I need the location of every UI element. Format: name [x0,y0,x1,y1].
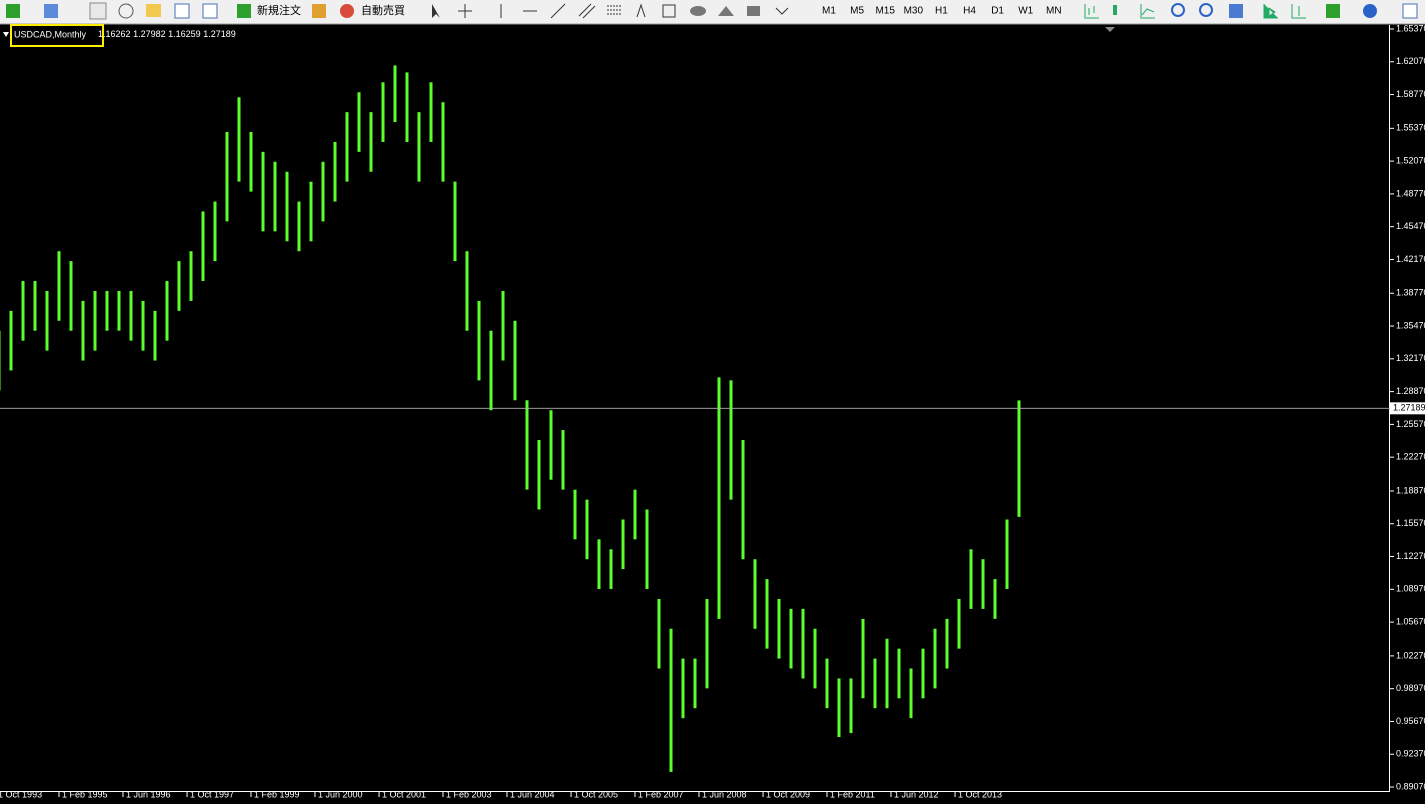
periods-button[interactable] [1363,4,1377,18]
line-chart-button[interactable] [1140,4,1155,19]
tester-button[interactable] [202,3,218,19]
y-tick-label: 1.05670 [1396,616,1425,626]
y-tick-label: 1.58770 [1396,89,1425,99]
navigator-button[interactable] [146,4,161,17]
fibonacci-tool[interactable] [607,5,621,15]
x-tick-label: 1 Feb 2003 [446,789,492,799]
crosshair-tool[interactable] [458,4,472,18]
current-price-label: 1.27189 [1393,403,1425,413]
label-tool[interactable] [662,4,676,18]
y-tick-label: 0.89070 [1396,781,1425,791]
timeframe-button[interactable]: M5 [850,6,864,17]
cursor-tool[interactable] [432,4,440,18]
ohlc-close: 1.27189 [203,29,236,39]
x-tick-label: 1 Oct 2009 [766,789,810,799]
text-tool[interactable] [636,3,646,18]
y-tick-label: 1.25570 [1396,419,1425,429]
current-price-box [1390,402,1425,415]
tile-windows-button[interactable] [1229,4,1243,18]
y-tick-label: 1.65370 [1396,23,1425,33]
ohlc-open: 1.16262 [98,29,131,39]
ellipse-tool[interactable] [690,6,706,16]
ohlc-high: 1.27982 [133,29,166,39]
header-arrow[interactable] [3,32,9,37]
timeframe-button[interactable]: D1 [991,6,1004,17]
symbol-highlight [10,24,104,47]
zoom-in-button[interactable] [1171,3,1185,17]
y-tick-label: 1.52070 [1396,155,1425,165]
chart-shift-marker [1105,27,1115,32]
profiles-button[interactable] [44,4,58,18]
toolbar-icons: 新規注文 自動売買 M1 M5 M15 M30 H1 H4 D1 W1 MN [6,2,1418,20]
trendline-tool[interactable] [550,3,566,19]
timeframe-button[interactable]: M30 [904,6,924,17]
y-tick-label: 1.48770 [1396,188,1425,198]
y-tick-label: 1.12270 [1396,551,1425,561]
meta-editor-button[interactable] [312,4,326,18]
new-order-label[interactable]: 新規注文 [257,3,301,17]
y-tick-label: 1.08970 [1396,584,1425,594]
x-tick-label: 1 Oct 1997 [190,789,234,799]
timeframe-button[interactable]: M15 [875,6,895,17]
x-tick-label: 1 Jun 2000 [318,789,363,799]
x-tick-label: 1 Feb 1999 [254,789,300,799]
x-tick-label: 1 Feb 2011 [830,789,875,799]
new-order-icon[interactable] [237,4,251,18]
x-tick-label: 1 Oct 2013 [958,789,1002,799]
y-tick-label: 1.55370 [1396,123,1425,133]
timeframe-button[interactable]: W1 [1018,6,1033,17]
zoom-out-button[interactable] [1199,3,1213,17]
new-chart-button[interactable] [6,4,20,18]
timeframe-button[interactable]: M1 [822,6,836,17]
timeframe-group: M1 M5 M15 M30 H1 H4 D1 W1 MN [822,6,1062,17]
x-tick-label: 1 Jun 2008 [702,789,747,799]
triangle-tool[interactable] [718,6,734,16]
y-tick-label: 1.18870 [1396,485,1425,495]
y-tick-label: 1.38770 [1396,288,1425,298]
y-tick-label: 1.32170 [1396,353,1425,363]
terminal-button[interactable] [174,3,190,19]
templates-button[interactable] [1402,3,1418,19]
x-tick-label: 1 Oct 2005 [574,789,618,799]
auto-trading-label[interactable]: 自動売買 [361,3,405,17]
indicators-button[interactable] [1326,4,1340,18]
bar-chart-button[interactable] [1084,4,1099,19]
symbol-label: USDCAD,Monthly [14,29,87,39]
timeframe-button[interactable]: H4 [963,6,976,17]
channel-tool[interactable] [578,3,596,19]
x-tick-label: 1 Jun 2004 [510,789,555,799]
x-tick-label: 1 Feb 2007 [638,789,684,799]
x-tick-label: 1 Jun 2012 [894,789,939,799]
candle-chart-button[interactable] [1113,5,1117,15]
ohlc-low: 1.16259 [168,29,201,39]
timeframe-button[interactable]: H1 [935,6,948,17]
arrows-tool[interactable] [775,7,789,15]
auto-trading-icon[interactable] [340,4,354,18]
y-tick-label: 1.15570 [1396,518,1425,528]
x-tick-label: 1 Oct 2001 [382,789,426,799]
data-window-button[interactable] [118,3,134,19]
y-tick-label: 1.42170 [1396,254,1425,264]
y-tick-label: 1.28870 [1396,386,1425,396]
y-tick-label: 1.45470 [1396,221,1425,231]
x-tick-label: 1 Feb 1995 [62,789,108,799]
x-tick-label: 1 Jun 1996 [126,789,171,799]
y-tick-label: 1.62070 [1396,56,1425,66]
chart-shift-button[interactable] [1291,4,1306,19]
y-tick-label: 1.35470 [1396,320,1425,330]
rectangle-tool[interactable] [747,6,760,16]
plot [0,65,1021,772]
x-tick-label: 1 Oct 1993 [0,789,42,799]
market-watch-button[interactable] [89,2,107,20]
timeframe-button[interactable]: MN [1046,6,1062,17]
y-tick-label: 1.22270 [1396,452,1425,462]
autoscroll-button[interactable] [1263,4,1278,19]
ohlc-header: 1.16262 1.27982 1.16259 1.27189 [98,29,236,39]
